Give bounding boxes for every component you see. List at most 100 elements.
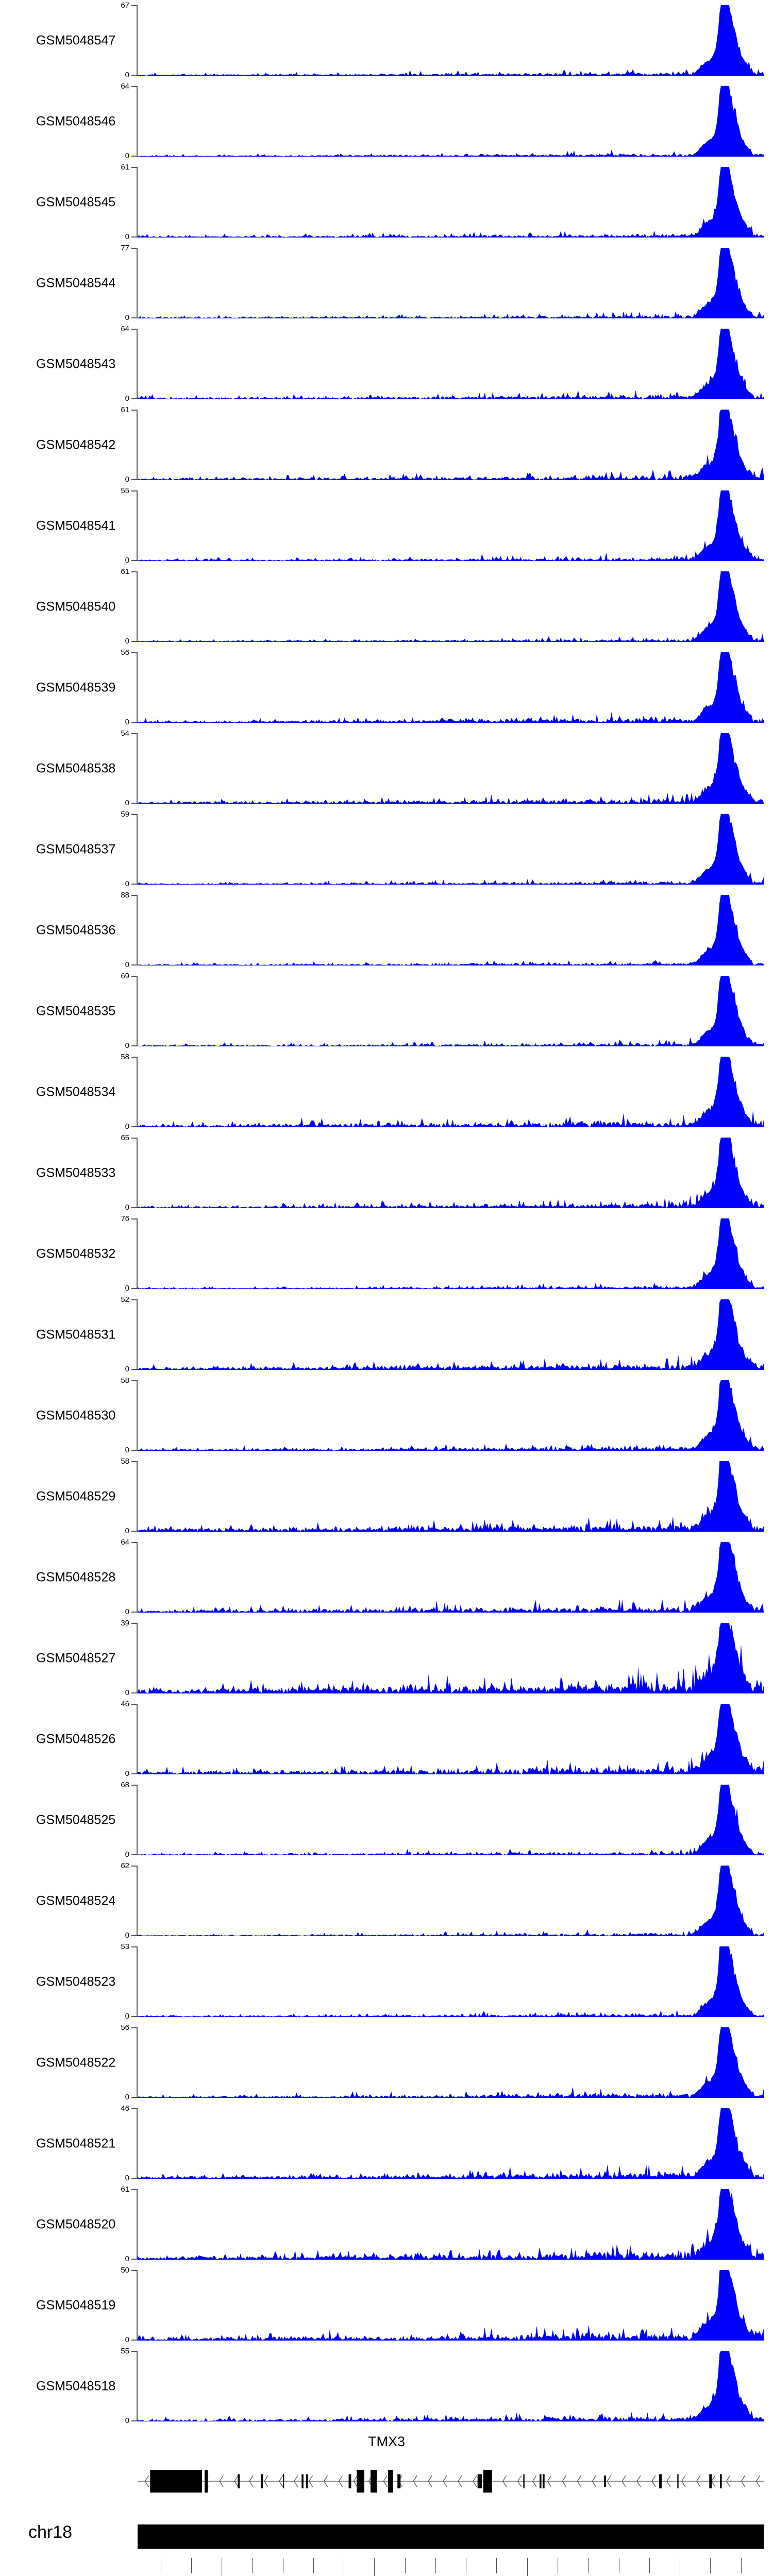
y-axis-tick-zero — [131, 1531, 138, 1532]
track-sample-label: GSM5048546 — [36, 114, 116, 128]
coverage-plot-area — [138, 895, 764, 965]
coverage-track: GSM5048522 56 0 — [0, 2022, 773, 2103]
y-axis-tick-max — [131, 2189, 138, 2190]
coverage-plot-area — [138, 86, 764, 157]
y-axis-tick-zero — [131, 2016, 138, 2017]
coverage-plot-area — [138, 1380, 764, 1451]
track-sample-label: GSM5048543 — [36, 357, 116, 371]
y-axis-max-value: 58 — [121, 1053, 129, 1061]
y-axis-line — [137, 86, 138, 157]
coverage-track: GSM5048543 64 0 — [0, 324, 773, 404]
track-sample-label: GSM5048533 — [36, 1165, 116, 1180]
y-axis-tick-zero — [131, 641, 138, 642]
y-axis-tick-zero — [131, 398, 138, 399]
y-axis-tick-zero — [131, 479, 138, 480]
y-axis-tick-zero — [131, 722, 138, 723]
y-axis-tick-max — [131, 490, 138, 492]
axis-minor-tick — [191, 2558, 192, 2573]
coverage-plot-area — [138, 1218, 764, 1289]
y-axis-max-value: 56 — [121, 648, 129, 657]
y-axis-line — [137, 1946, 138, 2017]
coverage-plot-area — [138, 167, 764, 238]
axis-minor-tick — [588, 2558, 589, 2573]
y-axis-line — [137, 1785, 138, 1855]
y-axis-line — [137, 410, 138, 480]
y-axis-tick-max — [131, 248, 138, 249]
chromosome-bar — [138, 2524, 764, 2549]
y-axis-zero-value: 0 — [125, 2012, 129, 2021]
y-axis-zero-value: 0 — [125, 71, 129, 79]
y-axis-zero-value: 0 — [125, 2416, 129, 2425]
track-sample-label: GSM5048527 — [36, 1651, 116, 1665]
y-axis-tick-zero — [131, 1288, 138, 1289]
y-axis-line — [137, 2189, 138, 2260]
y-axis-tick-max — [131, 652, 138, 653]
y-axis-tick-zero — [131, 236, 138, 238]
y-axis-zero-value: 0 — [125, 2255, 129, 2263]
track-sample-label: GSM5048525 — [36, 1812, 116, 1827]
coverage-plot-area — [138, 1785, 764, 1855]
y-axis-line — [137, 895, 138, 965]
coverage-plot-area — [138, 1461, 764, 1532]
y-axis-line — [137, 248, 138, 318]
y-axis-tick-max — [131, 2270, 138, 2271]
y-axis-tick-max — [131, 1461, 138, 1462]
y-axis-zero-value: 0 — [125, 2174, 129, 2182]
track-sample-label: GSM5048531 — [36, 1327, 116, 1342]
y-axis-max-value: 53 — [121, 1942, 129, 1951]
y-axis-zero-value: 0 — [125, 151, 129, 160]
y-axis-line — [137, 1380, 138, 1451]
coverage-track: GSM5048542 61 0 — [0, 404, 773, 485]
y-axis-tick-max — [131, 1704, 138, 1705]
track-sample-label: GSM5048539 — [36, 680, 116, 694]
coverage-track: GSM5048524 62 0 — [0, 1860, 773, 1941]
y-axis-max-value: 61 — [121, 405, 129, 414]
track-sample-label: GSM5048540 — [36, 599, 116, 614]
y-axis-max-value: 69 — [121, 972, 129, 980]
y-axis-zero-value: 0 — [125, 637, 129, 646]
y-axis-zero-value: 0 — [125, 313, 129, 322]
coverage-plot-area — [138, 2189, 764, 2260]
gene-model-diagram — [138, 2455, 764, 2507]
y-axis-tick-max — [131, 2027, 138, 2028]
track-sample-label: GSM5048518 — [36, 2379, 116, 2393]
y-axis-zero-value: 0 — [125, 1446, 129, 1454]
coverage-track: GSM5048531 52 0 — [0, 1294, 773, 1375]
y-axis-max-value: 65 — [121, 1133, 129, 1142]
y-axis-tick-max — [131, 167, 138, 168]
y-axis-zero-value: 0 — [125, 1041, 129, 1050]
coverage-plot-area — [138, 733, 764, 804]
y-axis-line — [137, 814, 138, 885]
coverage-plot-area — [138, 652, 764, 723]
coverage-plot-area — [138, 1299, 764, 1370]
y-axis-tick-zero — [131, 2178, 138, 2179]
coverage-plot-area — [138, 1704, 764, 1774]
coverage-track: GSM5048538 54 0 — [0, 728, 773, 809]
y-axis-line — [137, 490, 138, 561]
y-axis-max-value: 68 — [121, 1781, 129, 1789]
coverage-track: GSM5048518 55 0 — [0, 2346, 773, 2427]
y-axis-max-value: 52 — [121, 1295, 129, 1304]
y-axis-line — [137, 167, 138, 238]
y-axis-line — [137, 1138, 138, 1208]
coverage-track: GSM5048527 39 0 — [0, 1618, 773, 1699]
track-sample-label: GSM5048520 — [36, 2217, 116, 2231]
y-axis-zero-value: 0 — [125, 718, 129, 726]
track-sample-label: GSM5048545 — [36, 195, 116, 209]
y-axis-tick-max — [131, 86, 138, 87]
coverage-track: GSM5048533 65 0 — [0, 1132, 773, 1213]
axis-major-tick — [527, 2558, 528, 2576]
coverage-track: GSM5048528 64 0 — [0, 1537, 773, 1618]
y-axis-tick-max — [131, 1299, 138, 1300]
axis-minor-tick — [313, 2558, 314, 2573]
y-axis-max-value: 55 — [121, 486, 129, 495]
coverage-plot-area — [138, 976, 764, 1046]
y-axis-line — [137, 1057, 138, 1127]
coverage-track: GSM5048545 61 0 — [0, 162, 773, 243]
y-axis-max-value: 46 — [121, 1700, 129, 1708]
y-axis-line — [137, 976, 138, 1046]
y-axis-zero-value: 0 — [125, 1365, 129, 1374]
y-axis-zero-value: 0 — [125, 1527, 129, 1535]
y-axis-zero-value: 0 — [125, 1203, 129, 1212]
y-axis-tick-zero — [131, 2097, 138, 2098]
